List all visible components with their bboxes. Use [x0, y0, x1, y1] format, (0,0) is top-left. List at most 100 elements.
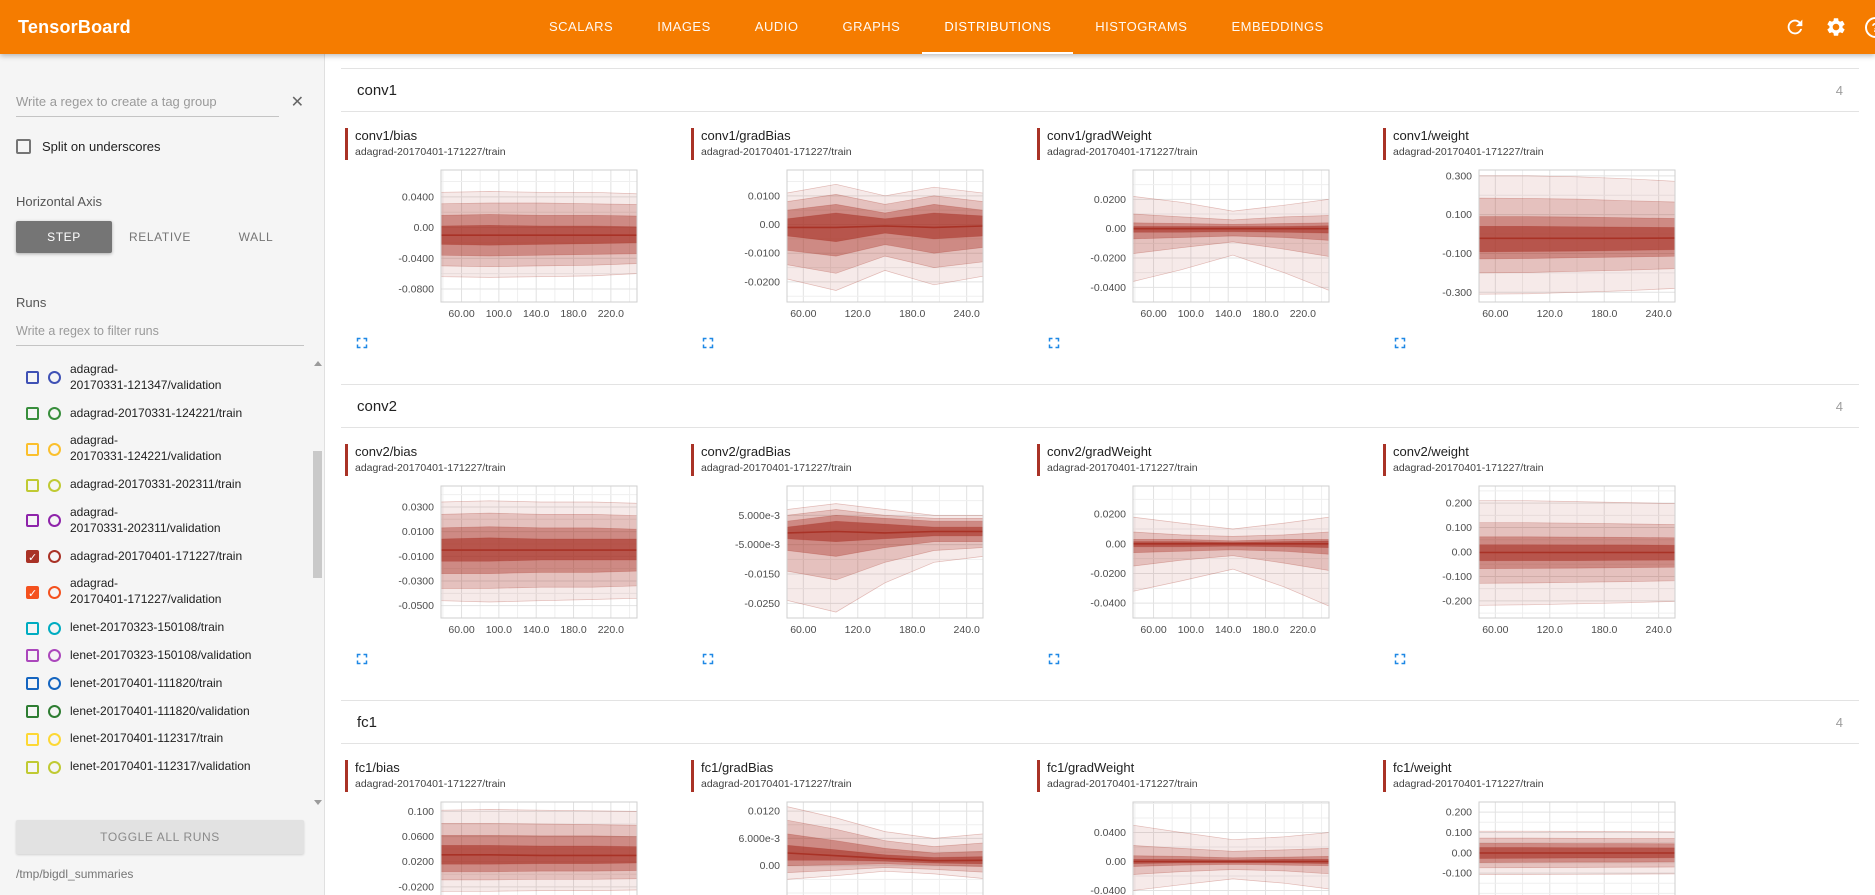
tab-images[interactable]: IMAGES: [657, 18, 711, 34]
run-radio[interactable]: [48, 550, 61, 564]
close-icon[interactable]: ✕: [290, 93, 304, 111]
run-checkbox[interactable]: [26, 649, 39, 663]
run-item[interactable]: ✓ adagrad-20170401-171227/train: [16, 543, 308, 571]
run-checkbox[interactable]: [26, 705, 39, 718]
run-radio[interactable]: [48, 407, 61, 421]
run-item[interactable]: adagrad- 20170331-202311/validation: [16, 499, 308, 543]
chart-title: fc1/gradBias: [701, 760, 774, 775]
run-item[interactable]: lenet-20170323-150108/train: [16, 614, 308, 642]
run-checkbox[interactable]: [26, 407, 39, 421]
charts-row: fc1/bias adagrad-20170401-171227/train 0.1…: [341, 744, 1859, 895]
distribution-plot: 0.0100 0.00 -0.0100 -0.0200 60.00 120.0 180.0 2…: [744, 169, 984, 320]
run-item[interactable]: lenet-20170323-150108/validation: [16, 642, 308, 670]
toggle-all-runs-button[interactable]: TOGGLE ALL RUNS: [16, 820, 304, 854]
run-checkbox[interactable]: [26, 677, 39, 691]
group-header-fc1[interactable]: fc1 4: [341, 700, 1859, 744]
run-color-bar: [691, 760, 694, 792]
svg-text:120.0: 120.0: [845, 308, 871, 320]
run-radio[interactable]: [48, 514, 61, 528]
run-checkbox[interactable]: ✓: [26, 585, 39, 600]
expand-icon[interactable]: [699, 334, 719, 354]
chart-run-label: adagrad-20170401-171227/train: [1393, 777, 1544, 790]
run-item[interactable]: adagrad-20170331-202311/train: [16, 471, 308, 499]
run-color-bar: [691, 128, 694, 160]
run-checkbox[interactable]: [26, 514, 39, 528]
run-checkbox[interactable]: [26, 478, 39, 492]
run-color-bar: [345, 444, 348, 476]
svg-text:180.0: 180.0: [899, 308, 925, 320]
svg-text:0.0400: 0.0400: [402, 191, 434, 203]
run-checkbox[interactable]: [26, 621, 39, 635]
expand-icon[interactable]: [353, 334, 373, 354]
run-radio[interactable]: [48, 649, 61, 663]
run-label: lenet-20170323-150108/train: [70, 620, 225, 635]
svg-text:140.0: 140.0: [523, 624, 549, 636]
run-radio[interactable]: [48, 732, 61, 746]
run-color-bar: [1037, 128, 1040, 160]
tab-distributions[interactable]: DISTRIBUTIONS: [922, 0, 1074, 54]
chart-run-label: adagrad-20170401-171227/train: [701, 461, 852, 474]
scrollbar-thumb[interactable]: [313, 451, 322, 579]
run-item[interactable]: adagrad- 20170331-124221/validation: [16, 427, 308, 471]
sidebar: ✕ Split on underscores Horizontal Axis S…: [0, 54, 325, 895]
run-radio[interactable]: [48, 371, 61, 385]
scroll-up-icon[interactable]: [314, 361, 322, 366]
run-item[interactable]: adagrad- 20170331-121347/validation: [16, 356, 308, 400]
tab-scalars[interactable]: SCALARS: [549, 18, 614, 34]
run-radio[interactable]: [48, 760, 61, 774]
scroll-down-icon[interactable]: [314, 800, 322, 805]
run-item[interactable]: lenet-20170401-112317/train: [16, 725, 308, 753]
group-header-conv2[interactable]: conv2 4: [341, 384, 1859, 428]
run-radio[interactable]: [48, 478, 61, 492]
axis-button-wall[interactable]: WALL: [238, 230, 274, 244]
group-header-conv1[interactable]: conv1 4: [341, 68, 1859, 112]
runs-regex-input[interactable]: [16, 318, 304, 346]
axis-button-relative[interactable]: RELATIVE: [129, 230, 191, 244]
nav-tabs: SCALARS IMAGES AUDIO GRAPHS DISTRIBUTIONS HIS…: [527, 0, 1346, 54]
svg-text:0.0200: 0.0200: [1094, 509, 1126, 521]
split-underscores-checkbox[interactable]: [16, 139, 31, 154]
run-checkbox[interactable]: [26, 442, 39, 456]
expand-icon[interactable]: [1045, 650, 1065, 670]
tab-audio[interactable]: AUDIO: [754, 18, 799, 34]
expand-icon[interactable]: [1045, 334, 1065, 354]
tab-histograms[interactable]: HISTOGRAMS: [1095, 18, 1188, 34]
svg-text:0.0400: 0.0400: [1094, 827, 1126, 839]
expand-icon[interactable]: [699, 650, 719, 670]
run-checkbox[interactable]: [26, 760, 39, 774]
expand-icon[interactable]: [1391, 334, 1411, 354]
run-item[interactable]: adagrad-20170331-124221/train: [16, 400, 308, 428]
run-color-bar: [1383, 760, 1386, 792]
run-radio[interactable]: [48, 705, 61, 718]
settings-icon[interactable]: [1824, 15, 1848, 39]
run-radio[interactable]: [48, 442, 61, 456]
svg-text:60.00: 60.00: [448, 308, 474, 320]
run-item[interactable]: lenet-20170401-112317/validation: [16, 753, 308, 781]
svg-text:-0.0200: -0.0200: [1090, 568, 1126, 580]
run-radio[interactable]: [48, 585, 61, 599]
run-radio[interactable]: [48, 621, 61, 635]
svg-text:60.00: 60.00: [1482, 308, 1508, 320]
run-checkbox[interactable]: ✓: [26, 550, 39, 565]
svg-text:0.0600: 0.0600: [402, 831, 434, 843]
axis-button-step[interactable]: STEP: [16, 221, 112, 253]
run-item[interactable]: ✓ adagrad- 20170401-171227/validation: [16, 570, 308, 614]
tab-embeddings[interactable]: EMBEDDINGS: [1231, 18, 1324, 34]
chart-card: fc1/gradBias adagrad-20170401-171227/trai…: [691, 760, 1021, 895]
run-item[interactable]: lenet-20170401-111820/validation: [16, 698, 308, 726]
run-checkbox[interactable]: [26, 732, 39, 746]
help-icon[interactable]: ?: [1865, 16, 1875, 38]
run-color-bar: [1037, 760, 1040, 792]
expand-icon[interactable]: [353, 650, 373, 670]
run-item[interactable]: lenet-20170401-111820/train: [16, 670, 308, 698]
split-underscores-row[interactable]: Split on underscores: [0, 139, 324, 154]
chart-title: fc1/bias: [355, 760, 400, 775]
chart-header: fc1/gradWeight adagrad-20170401-171227/tr…: [1037, 760, 1367, 792]
scrollbar[interactable]: [312, 356, 324, 810]
expand-icon[interactable]: [1391, 650, 1411, 670]
refresh-icon[interactable]: [1783, 15, 1807, 39]
run-checkbox[interactable]: [26, 371, 39, 385]
tab-graphs[interactable]: GRAPHS: [842, 18, 901, 34]
tag-regex-input[interactable]: [16, 88, 279, 117]
run-radio[interactable]: [48, 677, 61, 691]
